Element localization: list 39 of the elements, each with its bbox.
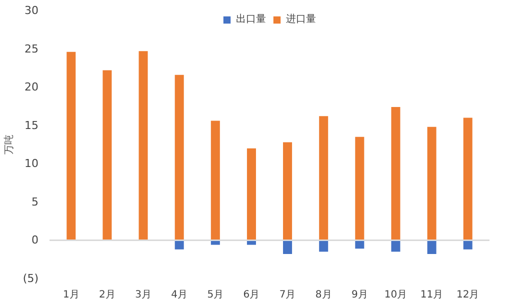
x-tick-label: 5月 — [207, 290, 224, 300]
y-tick-label: 10 — [24, 157, 39, 170]
x-tick-label: 6月 — [243, 290, 260, 300]
bar — [319, 116, 328, 240]
bar — [391, 106, 400, 240]
bar — [283, 240, 292, 254]
x-tick-label: 11月 — [420, 290, 444, 300]
x-tick-label: 7月 — [279, 290, 296, 300]
bar — [174, 74, 184, 240]
x-tick-label: 9月 — [351, 290, 368, 300]
x-tick-label: 1月 — [62, 290, 80, 300]
y-tick-label: 20 — [24, 80, 39, 94]
bar — [319, 240, 328, 252]
y-tick-label: 0 — [32, 234, 38, 247]
bar — [391, 240, 400, 252]
y-tick-label: (5) — [22, 272, 39, 285]
y-tick-label: 30 — [24, 4, 39, 17]
bar — [463, 118, 472, 240]
bar — [427, 126, 436, 240]
legend-label: 进口量 — [286, 12, 316, 26]
x-tick-label: 10月 — [384, 290, 408, 300]
bar — [138, 51, 148, 240]
y-tick-label: 15 — [24, 118, 39, 132]
bar — [246, 148, 256, 240]
x-tick-label: 12月 — [456, 290, 480, 300]
x-tick-label: 8月 — [315, 290, 332, 300]
legend-label: 出口量 — [236, 12, 266, 26]
y-tick-label: 25 — [24, 42, 39, 56]
x-tick-label: 4月 — [171, 290, 188, 300]
x-tick-label: 3月 — [135, 290, 152, 300]
bar — [427, 240, 436, 254]
bar — [210, 120, 220, 240]
bar — [102, 70, 112, 240]
bar — [66, 52, 76, 240]
bar — [355, 136, 364, 240]
y-axis-title: 万吨 — [2, 134, 15, 154]
y-tick-label: 5 — [32, 195, 38, 208]
bar — [283, 142, 292, 240]
x-tick-label: 2月 — [99, 290, 116, 300]
